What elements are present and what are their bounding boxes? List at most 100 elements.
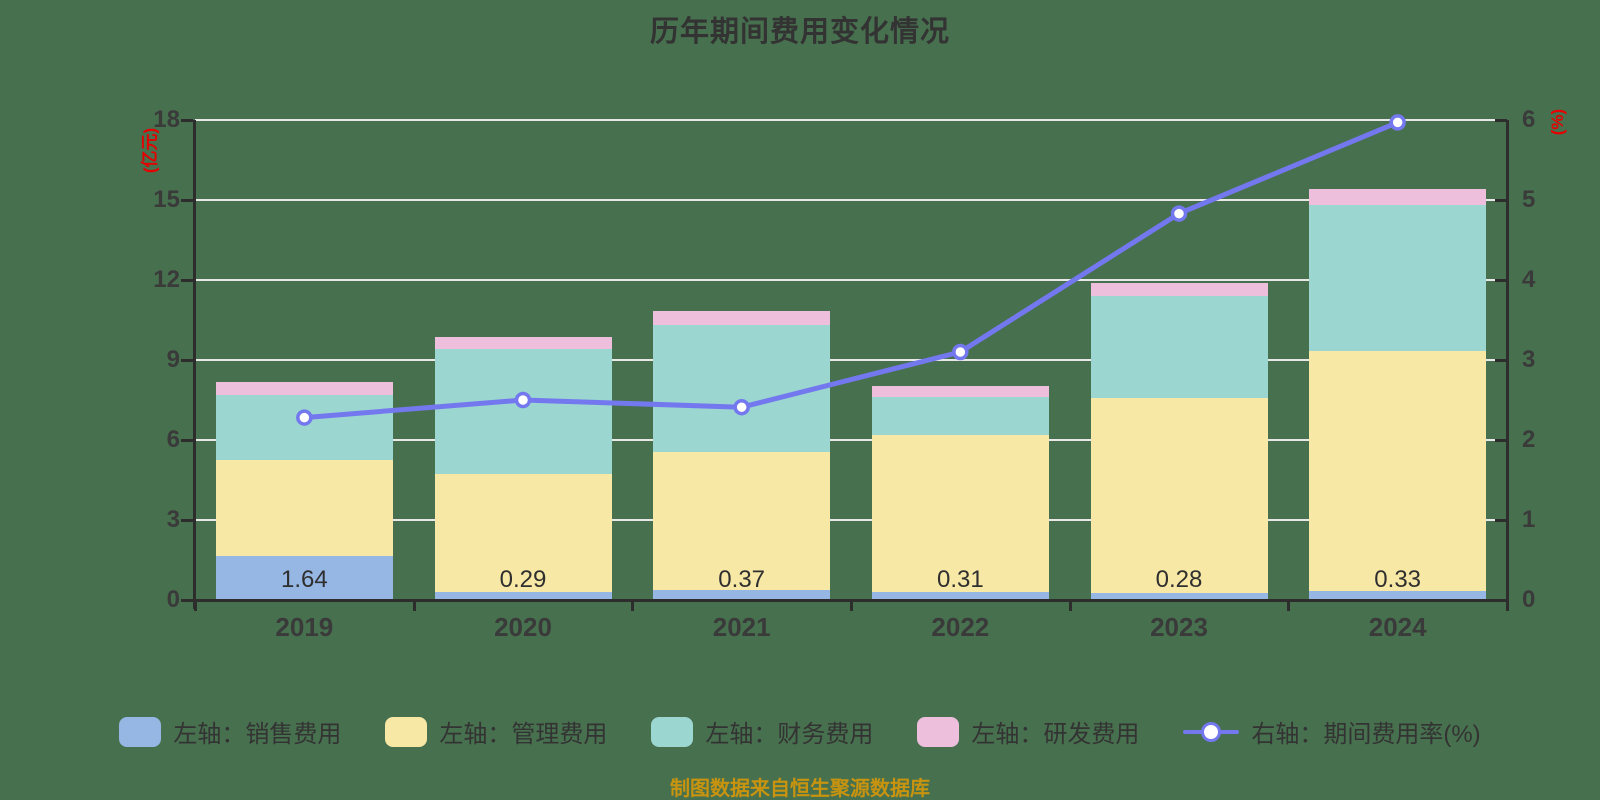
x-axis-label-2021: 2021 xyxy=(712,612,771,642)
bar-value-label: 0.29 xyxy=(499,566,547,593)
bar-2021-finance[interactable] xyxy=(653,325,831,453)
right-axis-tick xyxy=(1495,439,1507,442)
legend-item-rd[interactable]: 左轴：研发费用 xyxy=(917,714,1139,749)
rate-point-2021[interactable] xyxy=(733,398,750,416)
bar-value-label: 0.33 xyxy=(1374,566,1422,593)
bar-2021-sales[interactable] xyxy=(653,590,831,600)
legend-swatch-finance xyxy=(651,716,694,747)
left-axis-tick-label: 6 xyxy=(166,426,180,453)
left-axis-tick xyxy=(181,519,193,522)
bar-2024-sales[interactable] xyxy=(1309,591,1487,600)
bar-value-label: 0.28 xyxy=(1155,566,1203,593)
left-axis-tick xyxy=(181,119,193,122)
grid-line xyxy=(195,439,1507,441)
legend-item-sales[interactable]: 左轴：销售费用 xyxy=(119,714,341,749)
legend-label-finance: 左轴：财务费用 xyxy=(705,721,874,748)
left-axis-line xyxy=(193,120,196,609)
grid-line xyxy=(195,199,1507,201)
bar-2021-rd[interactable] xyxy=(653,311,831,326)
x-axis-tick xyxy=(631,602,635,611)
left-axis-tick-label: 9 xyxy=(166,346,180,373)
right-axis-tick-label: 2 xyxy=(1522,426,1536,453)
right-axis-tick-label: 6 xyxy=(1522,106,1536,133)
legend-label-admin: 左轴：管理费用 xyxy=(439,721,608,748)
bar-value-label: 0.37 xyxy=(718,566,766,593)
chart-title: 历年期间费用变化情况 xyxy=(649,16,950,48)
x-axis-label-2024: 2024 xyxy=(1368,612,1427,642)
right-axis-tick xyxy=(1495,519,1507,522)
grid-line xyxy=(195,279,1507,281)
left-axis-tick xyxy=(181,599,193,602)
right-axis-tick xyxy=(1495,119,1507,122)
bar-2024-rd[interactable] xyxy=(1309,189,1487,206)
bar-2020-rd[interactable] xyxy=(434,336,612,349)
x-axis-label-2020: 2020 xyxy=(494,612,552,642)
right-axis-line xyxy=(1506,120,1509,609)
rate-point-2020[interactable] xyxy=(514,391,532,409)
bar-2019-admin[interactable] xyxy=(215,459,393,557)
bar-2023-admin[interactable] xyxy=(1090,398,1268,593)
right-axis-tick xyxy=(1495,279,1507,282)
x-axis-tick xyxy=(1506,602,1509,611)
right-axis-tick-label: 4 xyxy=(1522,266,1536,293)
bar-2022-rd[interactable] xyxy=(871,386,1049,398)
left-axis-tick xyxy=(181,359,193,362)
x-axis-tick xyxy=(412,602,416,611)
bar-2022-finance[interactable] xyxy=(871,397,1049,436)
x-axis-tick xyxy=(1068,602,1072,611)
legend-swatch-rd xyxy=(917,716,960,747)
legend-swatch-admin xyxy=(385,716,428,747)
legend-label-sales: 左轴：销售费用 xyxy=(173,721,342,748)
left-axis-tick-label: 15 xyxy=(153,186,180,213)
left-axis-tick-label: 3 xyxy=(166,506,180,533)
bar-2024-finance[interactable] xyxy=(1309,205,1487,352)
legend-line-marker-icon xyxy=(1183,717,1240,747)
right-axis-tick xyxy=(1495,199,1507,202)
bar-2019-sales[interactable] xyxy=(215,556,393,600)
right-axis-tick-label: 5 xyxy=(1522,186,1536,213)
right-axis-tick-label: 3 xyxy=(1522,346,1536,373)
bar-2023-rd[interactable] xyxy=(1090,283,1268,296)
bar-2023-finance[interactable] xyxy=(1090,296,1268,399)
rate-line xyxy=(304,120,1399,421)
left-axis-tick xyxy=(181,199,193,202)
bar-2020-sales[interactable] xyxy=(434,592,612,600)
right-axis-tick xyxy=(1495,359,1507,362)
bar-2019-rd[interactable] xyxy=(215,382,393,396)
bar-2020-admin[interactable] xyxy=(434,473,612,593)
rate-point-2024[interactable] xyxy=(1389,114,1406,131)
bar-2019-finance[interactable] xyxy=(215,395,393,460)
bar-value-label: 1.64 xyxy=(280,566,328,593)
grid-line xyxy=(195,359,1507,361)
legend-item-finance[interactable]: 左轴：财务费用 xyxy=(651,714,873,749)
rate-line-layer xyxy=(296,114,1406,426)
left-axis-tick xyxy=(181,439,193,442)
legend-swatch-sales xyxy=(119,716,162,747)
rate-point-2019[interactable] xyxy=(296,409,313,426)
bar-2024-admin[interactable] xyxy=(1309,351,1487,592)
bar-2022-admin[interactable] xyxy=(871,435,1049,592)
left-axis-tick-label: 0 xyxy=(166,586,180,613)
right-axis-tick-label: 0 xyxy=(1522,586,1536,613)
bar-value-label: 0.31 xyxy=(936,566,984,593)
left-axis-tick-label: 18 xyxy=(153,106,180,133)
legend-label-rd: 左轴：研发费用 xyxy=(971,721,1140,748)
bar-2020-finance[interactable] xyxy=(434,348,612,474)
left-axis-tick-label: 12 xyxy=(153,266,180,293)
legend-label-rate_line: 右轴：期间费用率(%) xyxy=(1251,721,1481,748)
rate-point-2023[interactable] xyxy=(1170,205,1188,222)
x-axis-tick xyxy=(850,602,853,611)
grid-line xyxy=(195,119,1507,121)
left-axis-tick xyxy=(181,279,193,282)
right-axis-tick xyxy=(1495,599,1507,602)
right-axis-tick-label: 1 xyxy=(1522,506,1536,533)
bar-2023-sales[interactable] xyxy=(1090,592,1268,600)
legend-item-admin[interactable]: 左轴：管理费用 xyxy=(385,714,607,749)
bar-2022-sales[interactable] xyxy=(871,591,1049,600)
bottom-axis-line xyxy=(193,599,1509,602)
data-source-note: 制图数据来自恒生聚源数据库 xyxy=(670,778,930,800)
legend-item-rate_line[interactable]: 右轴：期间费用率(%) xyxy=(1183,714,1481,749)
rate-point-2022[interactable] xyxy=(952,343,969,361)
bar-2021-admin[interactable] xyxy=(653,452,831,591)
x-axis-tick xyxy=(194,602,197,611)
